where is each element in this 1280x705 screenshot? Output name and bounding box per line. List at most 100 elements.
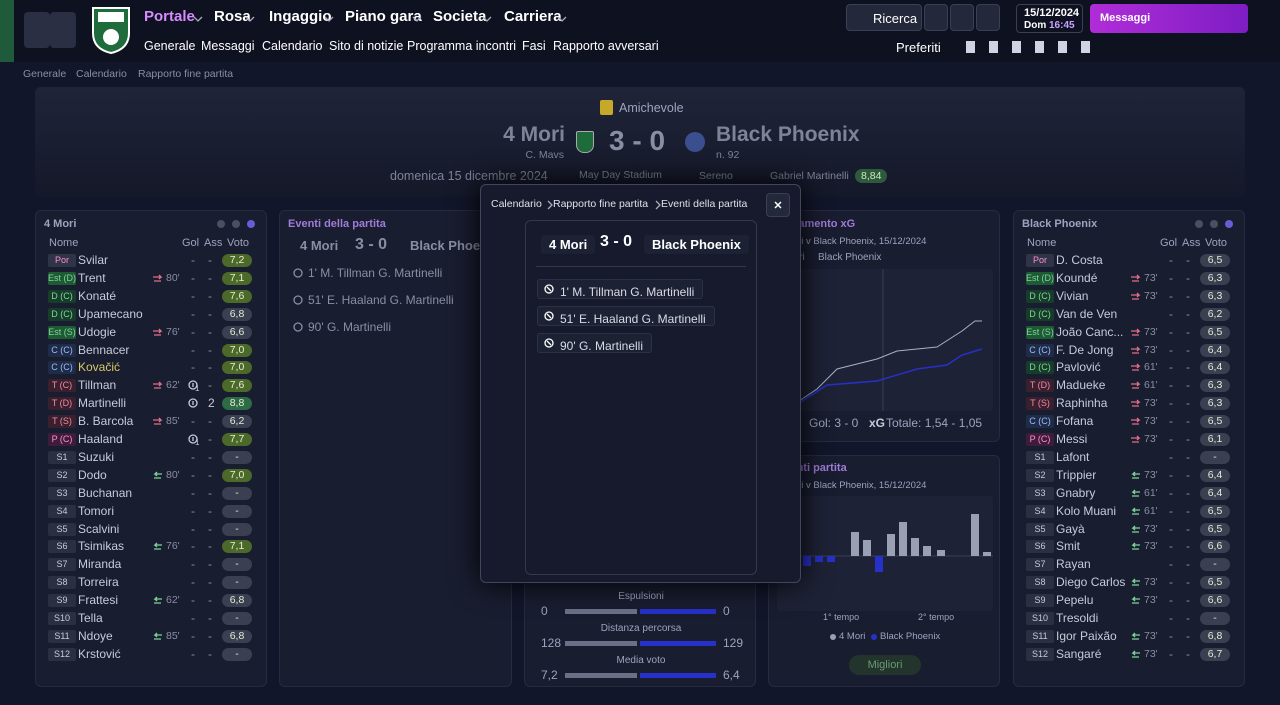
player-name[interactable]: Haaland bbox=[78, 432, 123, 446]
rating: 6,8 bbox=[222, 307, 252, 321]
rating: 6,4 bbox=[1200, 486, 1230, 500]
player-name[interactable]: Smit bbox=[1056, 539, 1080, 554]
messages-button[interactable]: Messaggi bbox=[1090, 4, 1248, 33]
favorites[interactable]: Preferiti bbox=[896, 40, 941, 55]
breadcrumb-item[interactable]: Generale bbox=[23, 68, 67, 80]
icon-button[interactable] bbox=[950, 4, 974, 31]
modal-breadcrumb-item[interactable]: Rapporto fine partita bbox=[553, 198, 649, 210]
rating: 6,8 bbox=[1200, 629, 1230, 643]
player-name[interactable]: Ndoye bbox=[78, 628, 113, 643]
player-name[interactable]: Tomori bbox=[78, 503, 115, 518]
submenu-item[interactable]: Rapporto avversari bbox=[553, 39, 659, 53]
player-name[interactable]: Vivian bbox=[1056, 288, 1089, 303]
player-name[interactable]: Messi bbox=[1056, 432, 1088, 446]
away-lineup-panel: Black Phoenix Nome Gol Ass Voto Por D. Costa - -… bbox=[1013, 210, 1245, 687]
event-row[interactable]: 1' M. Tillman G. Martinelli bbox=[537, 279, 704, 299]
search-button[interactable]: Ricerca bbox=[846, 4, 922, 31]
player-name[interactable]: B. Barcola bbox=[78, 414, 134, 429]
rating: 6,5 bbox=[1200, 415, 1230, 429]
submenu-item[interactable]: Calendario bbox=[262, 39, 323, 53]
player-name[interactable]: Scalvini bbox=[78, 521, 120, 536]
submenu-item[interactable]: Generale bbox=[144, 39, 196, 53]
player-name[interactable]: Pavlović bbox=[1056, 360, 1101, 375]
rating: 6,6 bbox=[1200, 594, 1230, 608]
player-name[interactable]: Fofana bbox=[1056, 414, 1094, 429]
player-name[interactable]: Miranda bbox=[78, 557, 122, 572]
menu-item[interactable]: Portale bbox=[144, 8, 195, 25]
settings-button[interactable] bbox=[976, 4, 1000, 31]
rating: 7,2 bbox=[222, 254, 252, 267]
panel-subtitle: 4 Mori v Black Phoenix, 15/12/2024 bbox=[777, 236, 927, 247]
menu-item[interactable]: Piano gara bbox=[345, 8, 422, 25]
player-name[interactable]: Buchanan bbox=[78, 485, 133, 500]
player-name[interactable]: D. Costa bbox=[1056, 253, 1103, 267]
goals: - bbox=[1169, 324, 1173, 339]
player-name[interactable]: Dodo bbox=[78, 467, 107, 482]
breadcrumb-item[interactable]: Rapporto fine partita bbox=[138, 68, 234, 80]
back-button[interactable] bbox=[24, 12, 50, 48]
player-name[interactable]: Kovačić bbox=[78, 360, 121, 375]
goals: - bbox=[1169, 414, 1173, 429]
player-name[interactable]: Trent bbox=[78, 270, 106, 285]
event-row[interactable]: 90' G. Martinelli bbox=[537, 333, 652, 353]
player-name[interactable]: Kolo Muani bbox=[1056, 503, 1117, 518]
submenu-item[interactable]: Programma incontri bbox=[407, 39, 517, 53]
player-name[interactable]: Pepelu bbox=[1056, 593, 1094, 608]
player-name[interactable]: Tsimikas bbox=[78, 539, 125, 554]
breadcrumb-sep bbox=[655, 200, 661, 210]
menu-item[interactable]: Carriera bbox=[504, 8, 562, 25]
menu-item[interactable]: Ingaggio bbox=[269, 8, 332, 25]
event-row[interactable]: 51' E. Haaland G. Martinelli bbox=[537, 306, 715, 326]
event: 90' G. Martinelli bbox=[308, 320, 391, 334]
player-name[interactable]: Torreira bbox=[78, 575, 119, 590]
events-modal: 4 Mori 3 - 0 Black Phoenix 1' M. Tillman G.… bbox=[480, 184, 801, 583]
player-name[interactable]: Koundé bbox=[1056, 270, 1098, 285]
position-badge: S1 bbox=[1026, 450, 1054, 464]
player-name[interactable]: Martinelli bbox=[78, 396, 127, 411]
player-name[interactable]: Sangaré bbox=[1056, 646, 1102, 661]
player-name[interactable]: Suzuki bbox=[78, 449, 115, 464]
player-name[interactable]: Tella bbox=[78, 611, 103, 625]
icon-button[interactable] bbox=[924, 4, 948, 31]
breadcrumb-item[interactable]: Calendario bbox=[76, 68, 127, 80]
modal-breadcrumb-item[interactable]: Calendario bbox=[491, 198, 542, 210]
player-name[interactable]: Upamecano bbox=[78, 306, 143, 321]
goals: - bbox=[1169, 432, 1173, 446]
submenu-item[interactable]: Messaggi bbox=[201, 39, 255, 53]
player-name[interactable]: Bennacer bbox=[78, 342, 130, 357]
player-name[interactable]: F. De Jong bbox=[1056, 342, 1114, 357]
player-name[interactable]: Raphinha bbox=[1056, 396, 1108, 411]
sub-minute: 73' bbox=[1144, 397, 1158, 410]
sub-minute: 61' bbox=[1144, 504, 1158, 517]
assists: - bbox=[1186, 557, 1190, 572]
rating: 6,6 bbox=[1200, 540, 1230, 554]
player-name[interactable]: Tresoldi bbox=[1056, 611, 1099, 625]
player-name[interactable]: Gayà bbox=[1056, 521, 1085, 536]
modal-breadcrumb-item[interactable]: Eventi della partita bbox=[661, 198, 748, 210]
player-name[interactable]: Madueke bbox=[1056, 378, 1106, 393]
goals: - bbox=[1169, 628, 1173, 643]
player-name[interactable]: Tillman bbox=[78, 378, 117, 393]
player-name[interactable]: Rayan bbox=[1056, 557, 1091, 572]
player-name[interactable]: Frattesi bbox=[78, 593, 119, 608]
player-name[interactable]: Udogie bbox=[78, 324, 117, 339]
menu-item[interactable]: Societa bbox=[433, 8, 487, 25]
stat-away: 6,4 bbox=[723, 668, 740, 682]
player-name[interactable]: Igor Paixão bbox=[1056, 628, 1117, 643]
player-name[interactable]: Diego Carlos bbox=[1056, 575, 1126, 590]
close-button[interactable] bbox=[766, 193, 790, 217]
forward-button[interactable] bbox=[50, 12, 76, 48]
player-name[interactable]: Trippier bbox=[1056, 467, 1097, 482]
submenu-item[interactable]: Fasi bbox=[522, 39, 546, 53]
player-name[interactable]: Lafont bbox=[1056, 449, 1090, 464]
player-name[interactable]: Gnabry bbox=[1056, 485, 1096, 500]
player-name[interactable]: Van de Ven bbox=[1056, 306, 1118, 321]
sub-out-icon bbox=[1131, 274, 1141, 282]
best-button[interactable]: Migliori bbox=[849, 655, 921, 675]
player-name[interactable]: Konaté bbox=[78, 288, 117, 303]
player-name[interactable]: João Canc... bbox=[1056, 324, 1124, 339]
submenu-item[interactable]: Sito di notizie bbox=[329, 39, 404, 53]
player-name[interactable]: Krstović bbox=[78, 646, 121, 661]
player-name[interactable]: Svilar bbox=[78, 253, 109, 267]
menu-item[interactable]: Rosa bbox=[214, 8, 251, 25]
